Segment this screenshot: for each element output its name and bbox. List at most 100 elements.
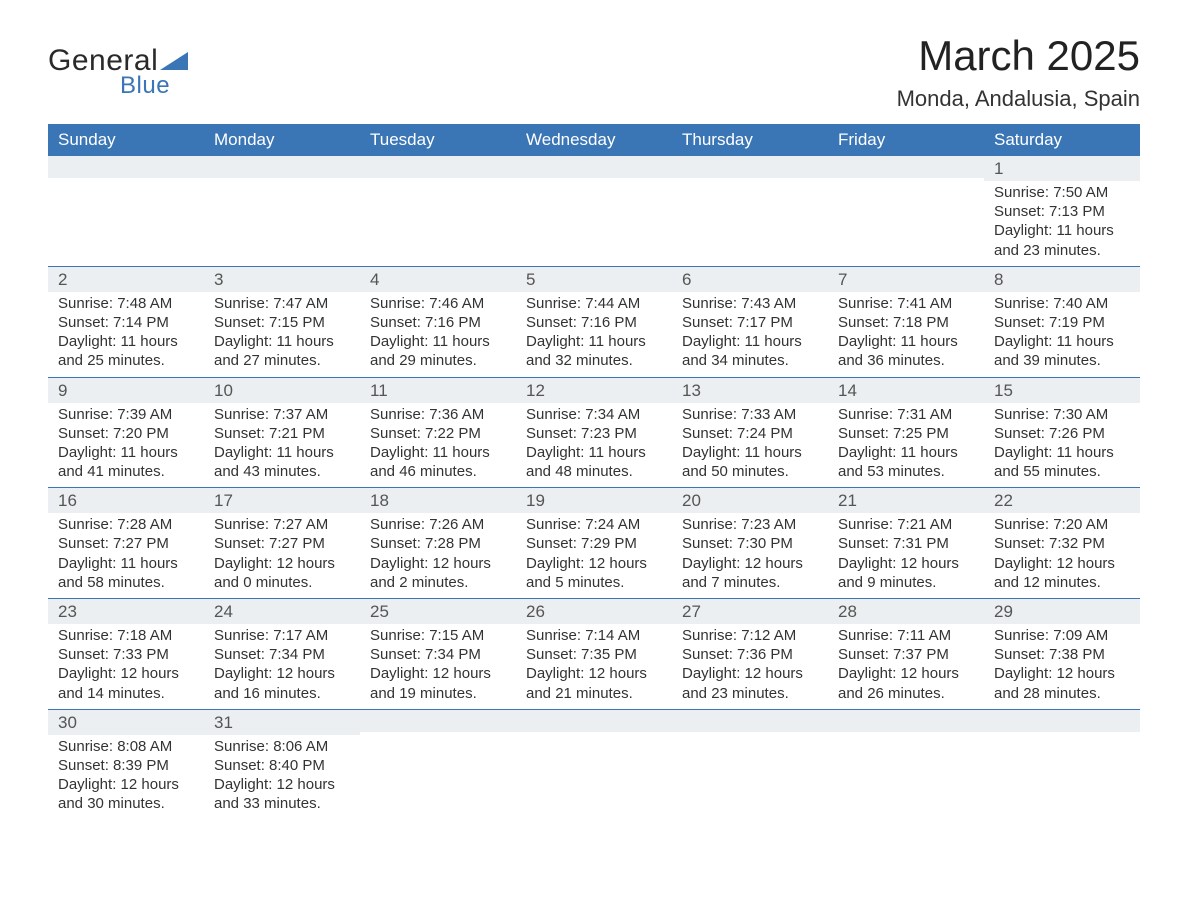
day-number: 25 bbox=[360, 599, 516, 624]
sunrise-text: Sunrise: 7:12 AM bbox=[682, 626, 818, 645]
calendar-cell: 8Sunrise: 7:40 AMSunset: 7:19 PMDaylight… bbox=[984, 266, 1140, 377]
brand-logo: General Blue bbox=[48, 44, 188, 100]
day-details: Sunrise: 7:41 AMSunset: 7:18 PMDaylight:… bbox=[828, 292, 984, 377]
day-details: Sunrise: 7:17 AMSunset: 7:34 PMDaylight:… bbox=[204, 624, 360, 709]
day-number: 27 bbox=[672, 599, 828, 624]
calendar-cell: 14Sunrise: 7:31 AMSunset: 7:25 PMDayligh… bbox=[828, 377, 984, 488]
sunset-text: Sunset: 7:30 PM bbox=[682, 534, 818, 553]
day-details: Sunrise: 7:40 AMSunset: 7:19 PMDaylight:… bbox=[984, 292, 1140, 377]
daylight-line2: and 39 minutes. bbox=[994, 351, 1130, 370]
day-header: Friday bbox=[828, 124, 984, 156]
calendar-cell: 24Sunrise: 7:17 AMSunset: 7:34 PMDayligh… bbox=[204, 599, 360, 710]
day-details bbox=[204, 178, 360, 256]
sunset-text: Sunset: 7:34 PM bbox=[370, 645, 506, 664]
day-number: 28 bbox=[828, 599, 984, 624]
sunset-text: Sunset: 7:16 PM bbox=[370, 313, 506, 332]
calendar-cell: 5Sunrise: 7:44 AMSunset: 7:16 PMDaylight… bbox=[516, 266, 672, 377]
daylight-line1: Daylight: 12 hours bbox=[838, 664, 974, 683]
daylight-line1: Daylight: 11 hours bbox=[994, 221, 1130, 240]
sunset-text: Sunset: 7:19 PM bbox=[994, 313, 1130, 332]
calendar-cell bbox=[360, 709, 516, 819]
daylight-line2: and 50 minutes. bbox=[682, 462, 818, 481]
day-details bbox=[984, 732, 1140, 810]
day-details: Sunrise: 7:39 AMSunset: 7:20 PMDaylight:… bbox=[48, 403, 204, 488]
month-title: March 2025 bbox=[897, 32, 1140, 80]
day-number: 5 bbox=[516, 267, 672, 292]
calendar-table: SundayMondayTuesdayWednesdayThursdayFrid… bbox=[48, 124, 1140, 820]
sunrise-text: Sunrise: 7:48 AM bbox=[58, 294, 194, 313]
daylight-line1: Daylight: 11 hours bbox=[838, 332, 974, 351]
sunrise-text: Sunrise: 7:28 AM bbox=[58, 515, 194, 534]
sunset-text: Sunset: 7:15 PM bbox=[214, 313, 350, 332]
daylight-line1: Daylight: 11 hours bbox=[682, 332, 818, 351]
daylight-line1: Daylight: 11 hours bbox=[370, 443, 506, 462]
calendar-cell bbox=[984, 709, 1140, 819]
day-number: 6 bbox=[672, 267, 828, 292]
daylight-line1: Daylight: 12 hours bbox=[838, 554, 974, 573]
sunset-text: Sunset: 8:40 PM bbox=[214, 756, 350, 775]
calendar-cell bbox=[672, 156, 828, 266]
day-details: Sunrise: 8:08 AMSunset: 8:39 PMDaylight:… bbox=[48, 735, 204, 820]
day-header: Saturday bbox=[984, 124, 1140, 156]
title-block: March 2025 Monda, Andalusia, Spain bbox=[897, 32, 1140, 112]
day-number: 19 bbox=[516, 488, 672, 513]
calendar-week-row: 9Sunrise: 7:39 AMSunset: 7:20 PMDaylight… bbox=[48, 377, 1140, 488]
daylight-line1: Daylight: 11 hours bbox=[526, 443, 662, 462]
day-number bbox=[204, 156, 360, 178]
sunset-text: Sunset: 7:38 PM bbox=[994, 645, 1130, 664]
brand-name-part2: Blue bbox=[120, 72, 188, 100]
sunrise-text: Sunrise: 7:24 AM bbox=[526, 515, 662, 534]
day-details bbox=[48, 178, 204, 256]
day-number: 16 bbox=[48, 488, 204, 513]
daylight-line2: and 58 minutes. bbox=[58, 573, 194, 592]
sunrise-text: Sunrise: 7:14 AM bbox=[526, 626, 662, 645]
day-number bbox=[360, 710, 516, 732]
sunset-text: Sunset: 7:23 PM bbox=[526, 424, 662, 443]
sunrise-text: Sunrise: 7:36 AM bbox=[370, 405, 506, 424]
calendar-cell: 31Sunrise: 8:06 AMSunset: 8:40 PMDayligh… bbox=[204, 709, 360, 819]
day-number: 13 bbox=[672, 378, 828, 403]
sunrise-text: Sunrise: 7:26 AM bbox=[370, 515, 506, 534]
daylight-line1: Daylight: 11 hours bbox=[994, 332, 1130, 351]
day-details bbox=[828, 178, 984, 256]
daylight-line2: and 2 minutes. bbox=[370, 573, 506, 592]
day-details bbox=[516, 178, 672, 256]
daylight-line1: Daylight: 12 hours bbox=[370, 664, 506, 683]
daylight-line2: and 9 minutes. bbox=[838, 573, 974, 592]
daylight-line2: and 23 minutes. bbox=[994, 241, 1130, 260]
calendar-cell: 21Sunrise: 7:21 AMSunset: 7:31 PMDayligh… bbox=[828, 488, 984, 599]
day-header: Thursday bbox=[672, 124, 828, 156]
day-details: Sunrise: 7:11 AMSunset: 7:37 PMDaylight:… bbox=[828, 624, 984, 709]
calendar-cell bbox=[516, 709, 672, 819]
sunrise-text: Sunrise: 7:20 AM bbox=[994, 515, 1130, 534]
calendar-cell: 25Sunrise: 7:15 AMSunset: 7:34 PMDayligh… bbox=[360, 599, 516, 710]
day-number: 11 bbox=[360, 378, 516, 403]
calendar-cell bbox=[672, 709, 828, 819]
daylight-line1: Daylight: 11 hours bbox=[58, 554, 194, 573]
daylight-line1: Daylight: 12 hours bbox=[682, 664, 818, 683]
sunrise-text: Sunrise: 7:50 AM bbox=[994, 183, 1130, 202]
day-details: Sunrise: 7:36 AMSunset: 7:22 PMDaylight:… bbox=[360, 403, 516, 488]
sunrise-text: Sunrise: 7:33 AM bbox=[682, 405, 818, 424]
calendar-cell: 19Sunrise: 7:24 AMSunset: 7:29 PMDayligh… bbox=[516, 488, 672, 599]
calendar-cell bbox=[360, 156, 516, 266]
calendar-cell: 2Sunrise: 7:48 AMSunset: 7:14 PMDaylight… bbox=[48, 266, 204, 377]
calendar-week-row: 23Sunrise: 7:18 AMSunset: 7:33 PMDayligh… bbox=[48, 599, 1140, 710]
calendar-cell: 22Sunrise: 7:20 AMSunset: 7:32 PMDayligh… bbox=[984, 488, 1140, 599]
day-number: 3 bbox=[204, 267, 360, 292]
calendar-cell: 6Sunrise: 7:43 AMSunset: 7:17 PMDaylight… bbox=[672, 266, 828, 377]
daylight-line2: and 41 minutes. bbox=[58, 462, 194, 481]
sunset-text: Sunset: 7:25 PM bbox=[838, 424, 974, 443]
day-number bbox=[828, 156, 984, 178]
daylight-line2: and 7 minutes. bbox=[682, 573, 818, 592]
day-number: 30 bbox=[48, 710, 204, 735]
day-number: 17 bbox=[204, 488, 360, 513]
sunset-text: Sunset: 7:17 PM bbox=[682, 313, 818, 332]
sunset-text: Sunset: 7:28 PM bbox=[370, 534, 506, 553]
calendar-cell: 7Sunrise: 7:41 AMSunset: 7:18 PMDaylight… bbox=[828, 266, 984, 377]
sunset-text: Sunset: 7:16 PM bbox=[526, 313, 662, 332]
day-number: 2 bbox=[48, 267, 204, 292]
calendar-week-row: 30Sunrise: 8:08 AMSunset: 8:39 PMDayligh… bbox=[48, 709, 1140, 819]
calendar-cell: 12Sunrise: 7:34 AMSunset: 7:23 PMDayligh… bbox=[516, 377, 672, 488]
day-number: 12 bbox=[516, 378, 672, 403]
